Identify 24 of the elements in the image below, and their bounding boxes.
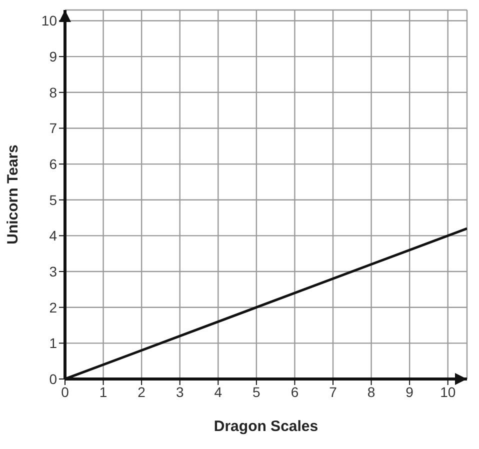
x-tick-label: 5	[252, 384, 261, 400]
y-tick-label: 10	[41, 12, 58, 29]
y-tick-label: 2	[49, 299, 58, 316]
y-tick-label: 0	[49, 370, 58, 387]
x-tick-label: 4	[214, 384, 222, 400]
y-tick-label: 1	[49, 335, 58, 352]
x-axis-title: Dragon Scales	[214, 418, 318, 435]
y-axis-title: Unicorn Tears	[4, 144, 22, 244]
x-tick-label: 1	[99, 384, 108, 400]
y-tick-label: 3	[49, 263, 58, 280]
x-tick-label: 0	[61, 384, 70, 400]
x-tick-label: 8	[367, 384, 376, 400]
y-tick-label: 9	[49, 48, 58, 65]
x-tick-label: 7	[329, 384, 338, 400]
y-tick-label: 5	[49, 192, 58, 208]
y-tick-label: 8	[49, 84, 58, 100]
x-tick-label: 3	[176, 384, 184, 400]
x-tick-label: 2	[138, 384, 146, 400]
x-tick-label: 9	[406, 384, 414, 400]
x-tick-label: 10	[440, 384, 456, 400]
x-tick-label: 6	[290, 384, 299, 400]
y-tick-label: 7	[49, 120, 58, 136]
y-tick-label: 4	[49, 228, 58, 244]
y-tick-label: 6	[49, 156, 58, 172]
